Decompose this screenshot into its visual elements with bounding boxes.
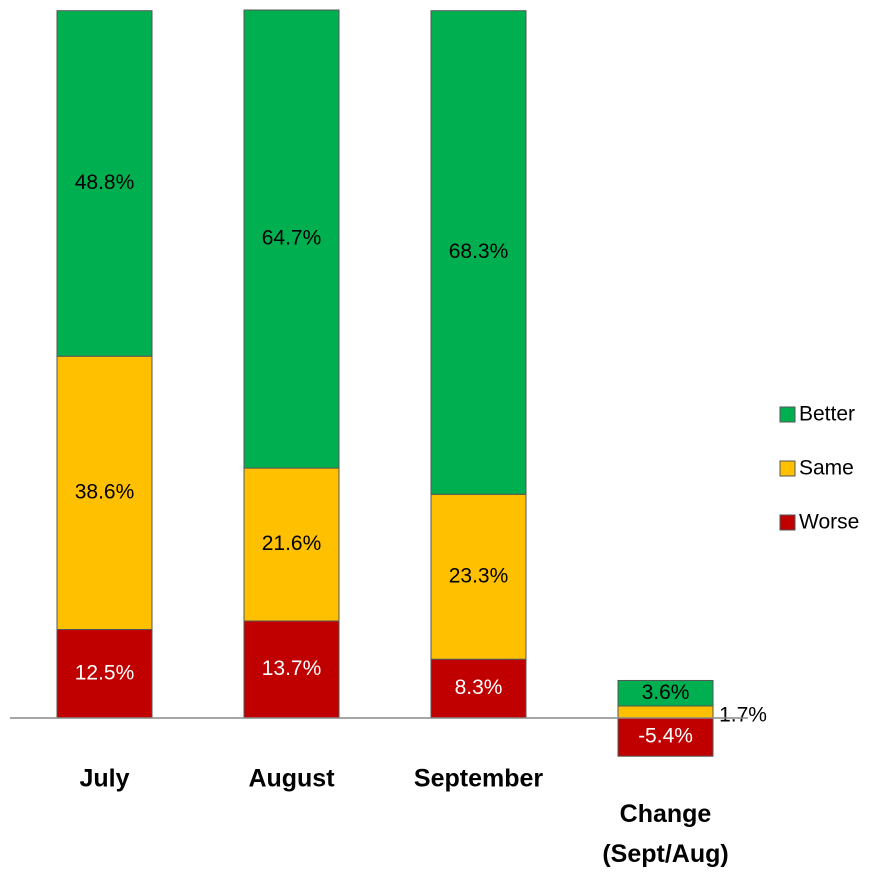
x-tick-label-line: (Sept/Aug) bbox=[602, 840, 728, 868]
bar-segment bbox=[617, 679, 714, 707]
data-label: 1.7% bbox=[719, 704, 767, 727]
legend-label: Better bbox=[799, 403, 855, 426]
legend-swatch bbox=[779, 406, 796, 423]
x-tick-label: Change (Sept/Aug) bbox=[602, 800, 728, 868]
data-label: 13.7% bbox=[262, 657, 322, 680]
legend-swatch bbox=[779, 514, 796, 531]
data-label: 64.7% bbox=[262, 227, 322, 250]
bar-segment bbox=[243, 620, 340, 719]
bar-segment bbox=[430, 10, 527, 495]
legend-swatch bbox=[779, 460, 796, 477]
bar-segment bbox=[56, 355, 153, 630]
data-label: 12.5% bbox=[75, 661, 135, 684]
bar-segment bbox=[617, 717, 714, 757]
data-label: -5.4% bbox=[638, 725, 693, 748]
bar-segment bbox=[430, 493, 527, 660]
bar-segment bbox=[243, 467, 340, 622]
data-label: 21.6% bbox=[262, 532, 322, 555]
bar-segment bbox=[243, 9, 340, 469]
data-label: 23.3% bbox=[449, 564, 509, 587]
bar-segment bbox=[617, 705, 714, 719]
x-tick-label-line: Change bbox=[620, 800, 712, 828]
data-label: 68.3% bbox=[449, 240, 509, 263]
legend-label: Worse bbox=[799, 511, 859, 534]
data-label: 3.6% bbox=[642, 681, 690, 704]
bar-segment bbox=[56, 10, 153, 357]
bar-segment bbox=[56, 628, 153, 719]
x-tick-label: September bbox=[414, 765, 543, 793]
x-tick-label: August bbox=[248, 765, 335, 793]
data-label: 48.8% bbox=[75, 171, 135, 194]
x-tick-label: July bbox=[79, 765, 129, 793]
data-label: 38.6% bbox=[75, 480, 135, 503]
data-label: 8.3% bbox=[455, 676, 503, 699]
legend-label: Same bbox=[799, 457, 854, 480]
